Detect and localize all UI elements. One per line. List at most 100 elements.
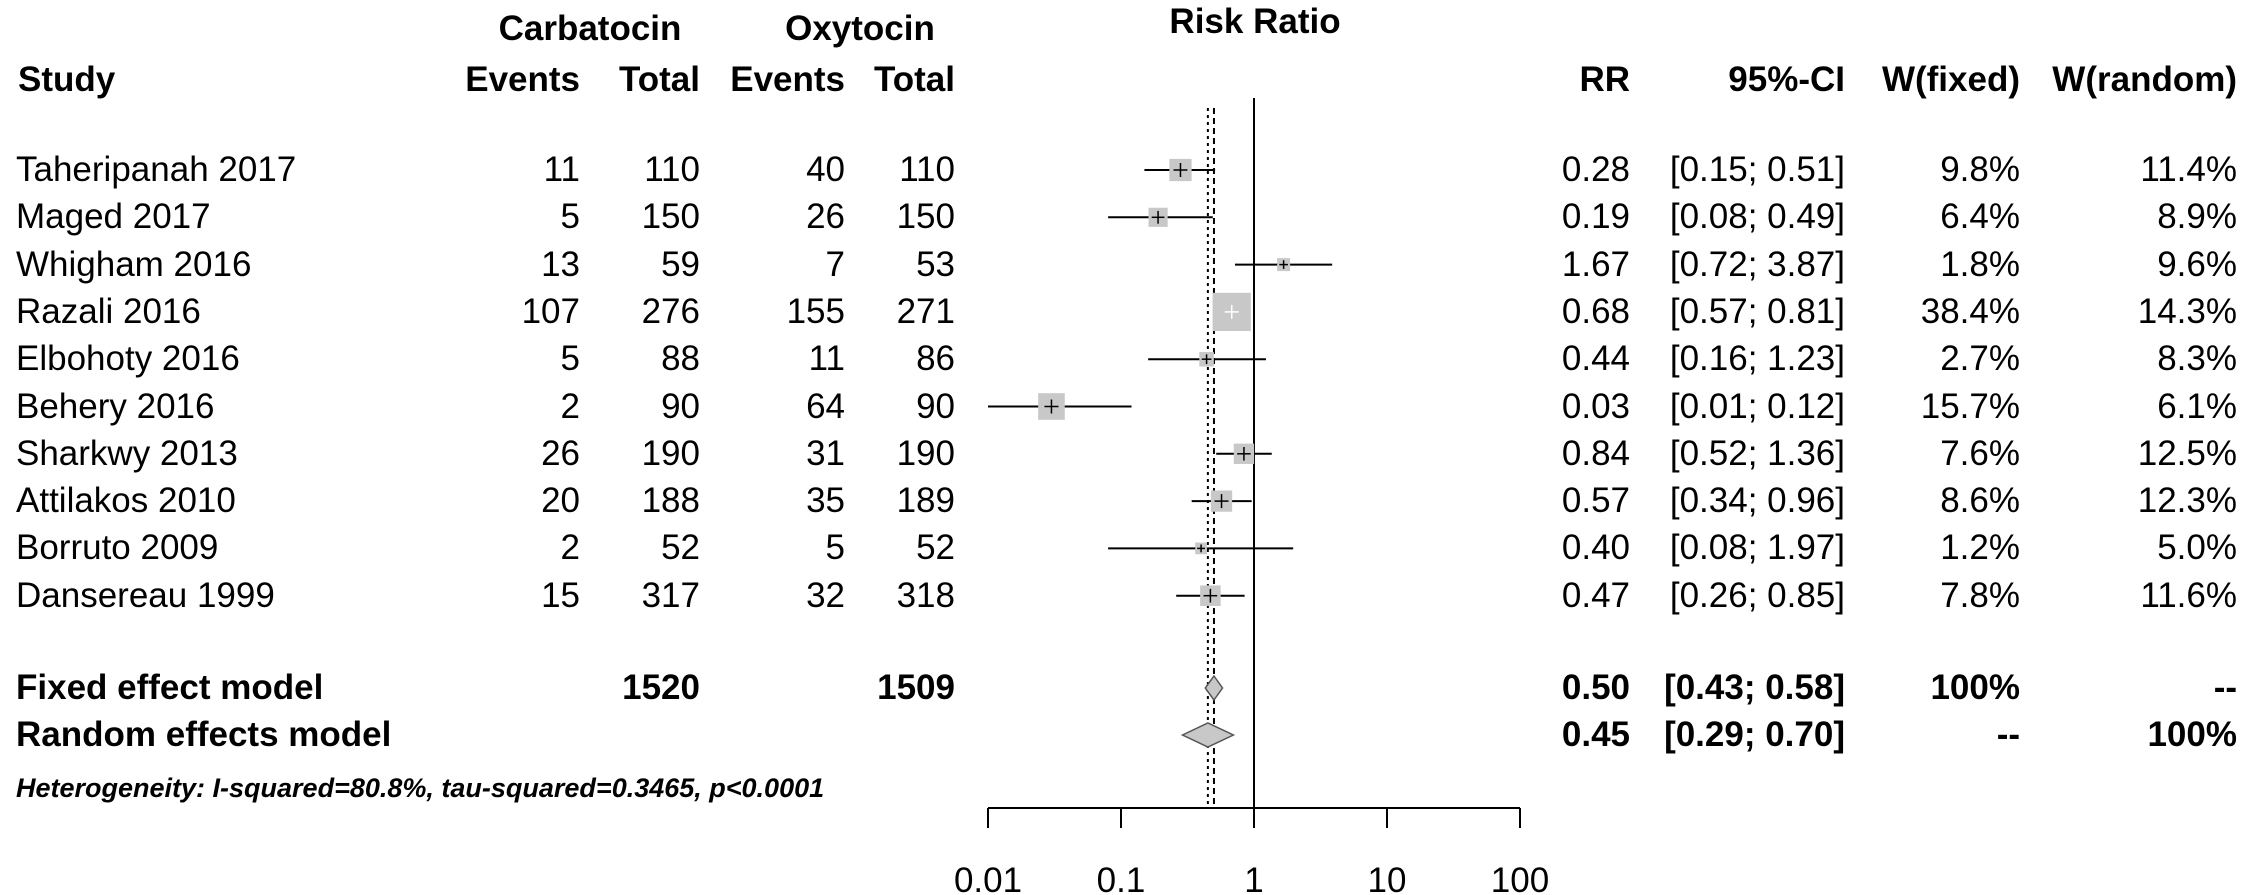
pooled-total2-cell: 1509	[877, 668, 955, 707]
pooled-diamond	[1204, 674, 1224, 702]
total1-header: Total	[618, 60, 700, 99]
ci-cell: [0.01; 0.12]	[1669, 386, 1845, 426]
total1-cell: 190	[641, 433, 700, 473]
total1-cell: 59	[661, 244, 700, 284]
pooled-total1-cell: 1520	[622, 668, 700, 707]
x-tick-label: 0.1	[1097, 861, 1146, 895]
rr-header: RR	[1579, 60, 1630, 99]
w-fixed-cell: 6.4%	[1940, 197, 2020, 237]
rr-cell: 0.57	[1561, 481, 1630, 521]
total2-cell: 110	[899, 150, 955, 189]
w-fixed-cell: 2.7%	[1940, 339, 2020, 379]
w-random-cell: 14.3%	[2137, 291, 2237, 331]
study-name: Sharkwy 2013	[16, 433, 238, 473]
heterogeneity-text: Heterogeneity: I-squared=80.8%, tau-squa…	[16, 773, 825, 803]
total2-header: Total	[873, 60, 955, 99]
ci-cell: [0.52; 1.36]	[1669, 433, 1845, 473]
total1-cell: 90	[661, 386, 700, 426]
w-random-cell: 8.3%	[2157, 339, 2237, 379]
pooled-model-name: Random effects model	[16, 715, 392, 754]
events1-cell: 2	[560, 386, 580, 426]
total2-cell: 271	[896, 291, 955, 331]
pooled-w-fixed-cell: 100%	[1930, 668, 2020, 707]
total2-cell: 86	[916, 339, 955, 379]
events2-cell: 64	[806, 386, 845, 426]
total2-cell: 150	[896, 197, 955, 237]
w-fixed-cell: 38.4%	[1920, 291, 2020, 331]
total1-cell: 276	[641, 291, 700, 331]
total1-cell: 188	[641, 481, 700, 521]
rr-cell: 0.03	[1561, 386, 1630, 426]
study-name: Behery 2016	[16, 386, 215, 426]
pooled-model-name: Fixed effect model	[16, 668, 324, 707]
ci-header: 95%-CI	[1728, 60, 1845, 99]
events2-cell: 5	[825, 528, 845, 568]
total1-cell: 317	[641, 575, 700, 615]
x-tick-label: 0.01	[954, 861, 1022, 895]
total1-cell: 110	[644, 150, 700, 189]
ci-cell: [0.15; 0.51]	[1669, 150, 1845, 189]
pooled-rr-cell: 0.45	[1561, 715, 1630, 754]
rr-cell: 0.40	[1561, 528, 1630, 568]
ci-cell: [0.26; 0.85]	[1669, 575, 1845, 615]
study-name: Whigham 2016	[16, 244, 252, 284]
w-fixed-cell: 7.8%	[1940, 575, 2020, 615]
events1-cell: 107	[521, 291, 580, 331]
events1-header: Events	[465, 60, 580, 99]
events1-cell: 5	[560, 197, 580, 237]
total2-cell: 52	[916, 528, 955, 568]
w-random-cell: 12.5%	[2137, 433, 2237, 473]
rr-cell: 0.68	[1561, 291, 1630, 331]
pooled-w-fixed-cell: --	[1996, 715, 2020, 754]
study-name: Razali 2016	[16, 291, 201, 331]
rr-cell: 1.67	[1561, 244, 1630, 284]
total2-cell: 53	[916, 244, 955, 284]
events2-cell: 32	[806, 575, 845, 615]
rr-cell: 0.44	[1561, 339, 1630, 379]
w-random-cell: 5.0%	[2157, 528, 2237, 568]
events2-cell: 35	[806, 481, 845, 521]
pooled-rr-cell: 0.50	[1561, 668, 1630, 707]
total1-cell: 52	[661, 528, 700, 568]
events2-header: Events	[730, 60, 845, 99]
total2-cell: 318	[896, 575, 955, 615]
ci-cell: [0.34; 0.96]	[1669, 481, 1845, 521]
w-fixed-header: W(fixed)	[1881, 60, 2020, 99]
events1-cell: 13	[541, 244, 580, 284]
study-name: Maged 2017	[16, 197, 211, 237]
pooled-w-random-cell: --	[2213, 668, 2237, 707]
w-fixed-cell: 1.2%	[1940, 528, 2020, 568]
total2-cell: 190	[896, 433, 955, 473]
pooled-w-random-cell: 100%	[2147, 715, 2237, 754]
total1-cell: 88	[661, 339, 700, 379]
rr-cell: 0.47	[1561, 575, 1630, 615]
total2-cell: 189	[896, 481, 955, 521]
rr-cell: 0.28	[1561, 150, 1630, 189]
w-random-cell: 11.6%	[2140, 575, 2237, 615]
group2-header: Oxytocin	[785, 9, 935, 48]
study-name: Taheripanah 2017	[16, 150, 297, 189]
events2-cell: 7	[825, 244, 845, 284]
w-random-cell: 9.6%	[2157, 244, 2237, 284]
total1-cell: 150	[641, 197, 700, 237]
pooled-diamond	[1180, 722, 1236, 748]
plot-title: Risk Ratio	[1169, 2, 1341, 41]
total2-cell: 90	[916, 386, 955, 426]
events2-cell: 155	[786, 291, 845, 331]
events2-cell: 26	[806, 197, 845, 237]
ci-cell: [0.16; 1.23]	[1669, 339, 1845, 379]
study-name: Dansereau 1999	[16, 575, 275, 615]
rr-cell: 0.84	[1561, 433, 1630, 473]
study-name: Borruto 2009	[16, 528, 219, 568]
w-random-cell: 6.1%	[2157, 386, 2237, 426]
events1-cell: 2	[560, 528, 580, 568]
w-random-header: W(random)	[2052, 60, 2237, 99]
ci-cell: [0.08; 0.49]	[1669, 197, 1845, 237]
w-fixed-cell: 9.8%	[1940, 150, 2020, 189]
events1-cell: 15	[541, 575, 580, 615]
group1-header: Carbatocin	[498, 9, 682, 48]
study-name: Elbohoty 2016	[16, 339, 240, 379]
x-tick-label: 10	[1368, 861, 1407, 895]
events1-cell: 26	[541, 433, 580, 473]
ci-cell: [0.72; 3.87]	[1669, 244, 1845, 284]
